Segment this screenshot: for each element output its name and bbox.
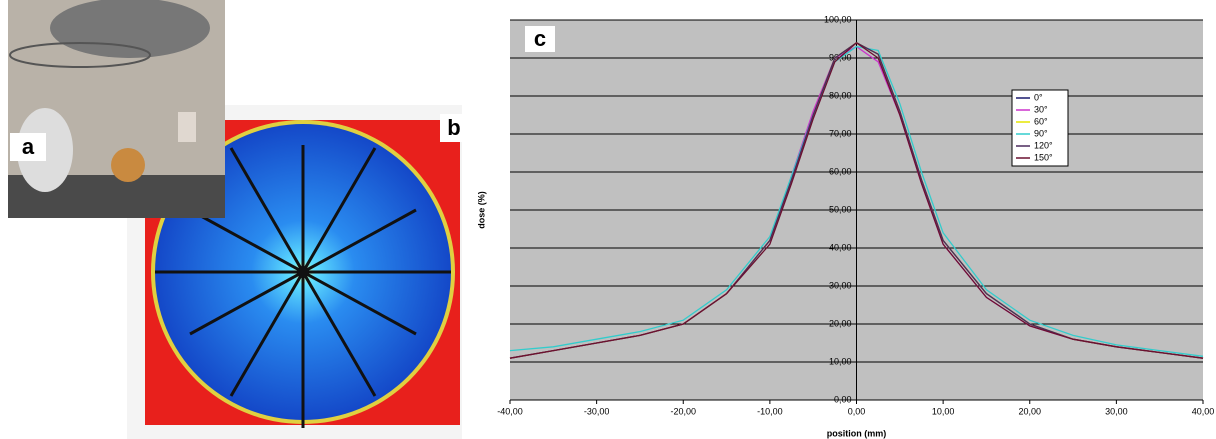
x-tick-label: 20,00 (1018, 406, 1041, 416)
y-tick-label: 80,00 (829, 90, 852, 100)
y-tick-label: 30,00 (829, 280, 852, 290)
panel-label: b (447, 115, 460, 140)
panel-label: c (534, 26, 546, 51)
y-tick-label: 40,00 (829, 242, 852, 252)
panel-label: a (22, 134, 35, 159)
panel-a (8, 0, 225, 218)
legend-label: 120° (1034, 140, 1053, 150)
panel-label-box (440, 114, 468, 142)
legend-label: 30° (1034, 104, 1048, 114)
y-axis-label: dose (%) (476, 191, 486, 229)
y-tick-label: 50,00 (829, 204, 852, 214)
legend-label: 90° (1034, 128, 1048, 138)
x-tick-label: -20,00 (670, 406, 696, 416)
x-tick-label: -30,00 (584, 406, 610, 416)
ring (9, 42, 151, 68)
x-tick-label: 40,00 (1192, 406, 1215, 416)
series-line (509, 41, 1204, 359)
x-tick-label: -10,00 (757, 406, 783, 416)
x-tick-label: 10,00 (932, 406, 955, 416)
gantry (50, 0, 210, 58)
laser (178, 112, 196, 142)
series-line (509, 45, 1204, 357)
legend-label: 150° (1034, 152, 1053, 162)
legend-label: 0° (1034, 92, 1043, 102)
x-tick-label: 30,00 (1105, 406, 1128, 416)
x-axis-label: position (mm) (827, 428, 887, 438)
y-tick-label: 60,00 (829, 166, 852, 176)
phantom (111, 148, 145, 182)
center (297, 266, 309, 278)
x-tick-label: 0,00 (848, 406, 866, 416)
legend-box (1011, 89, 1069, 167)
panel-label-box (10, 133, 46, 161)
panel-label-box (525, 26, 555, 52)
y-tick-label: 0,00 (834, 394, 852, 404)
y-tick-label: 70,00 (829, 128, 852, 138)
y-tick-label: 20,00 (829, 318, 852, 328)
y-tick-label: 10,00 (829, 356, 852, 366)
panel-b (127, 105, 462, 439)
x-tick-label: -40,00 (497, 406, 523, 416)
y-tick-label: 100,00 (824, 14, 852, 24)
legend-label: 60° (1034, 116, 1048, 126)
